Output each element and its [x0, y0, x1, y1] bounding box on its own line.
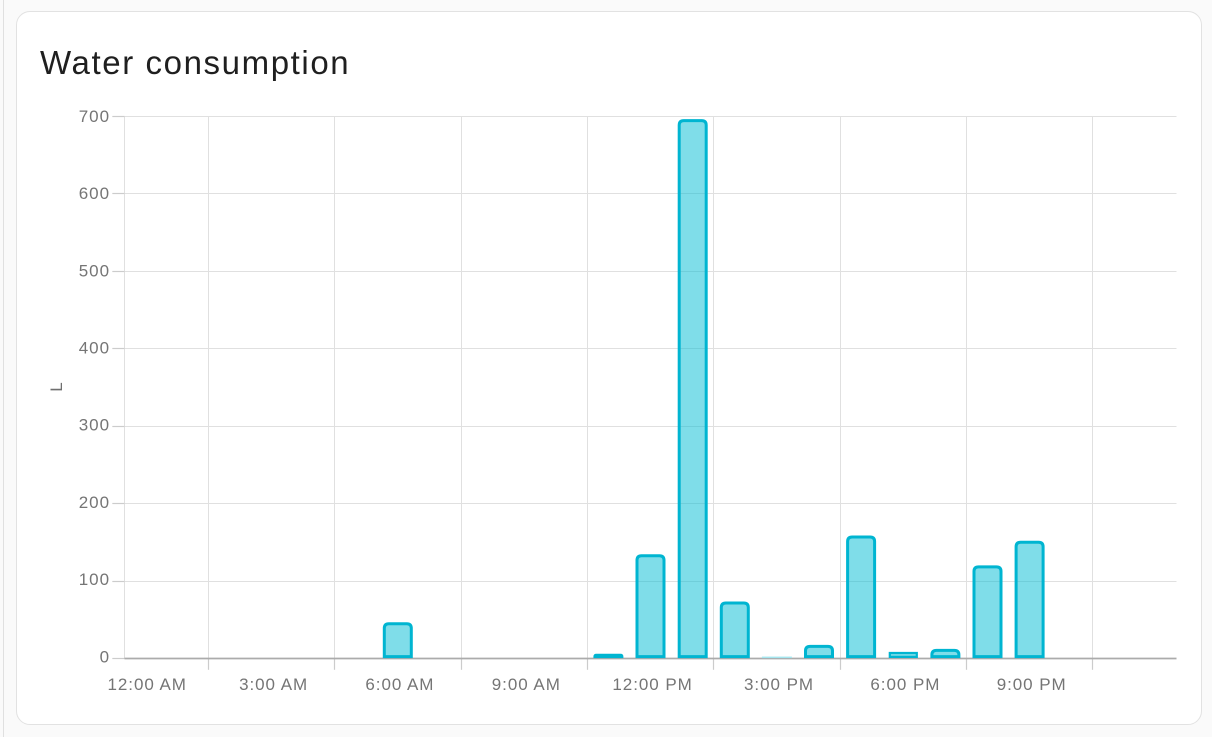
- svg-text:600: 600: [79, 184, 110, 203]
- svg-text:100: 100: [79, 570, 110, 589]
- svg-text:500: 500: [79, 261, 110, 280]
- svg-text:6:00 PM: 6:00 PM: [870, 675, 940, 694]
- svg-text:0: 0: [100, 647, 110, 666]
- svg-text:300: 300: [79, 416, 110, 435]
- svg-text:6:00 AM: 6:00 AM: [365, 675, 434, 694]
- svg-text:700: 700: [79, 107, 110, 126]
- svg-text:3:00 PM: 3:00 PM: [744, 675, 814, 694]
- svg-text:L: L: [47, 382, 66, 391]
- svg-text:400: 400: [79, 339, 110, 358]
- svg-text:12:00 PM: 12:00 PM: [612, 675, 692, 694]
- svg-text:12:00 AM: 12:00 AM: [107, 675, 186, 694]
- svg-text:3:00 AM: 3:00 AM: [239, 675, 308, 694]
- svg-text:9:00 AM: 9:00 AM: [492, 675, 561, 694]
- svg-text:200: 200: [79, 493, 110, 512]
- svg-text:9:00 PM: 9:00 PM: [997, 675, 1067, 694]
